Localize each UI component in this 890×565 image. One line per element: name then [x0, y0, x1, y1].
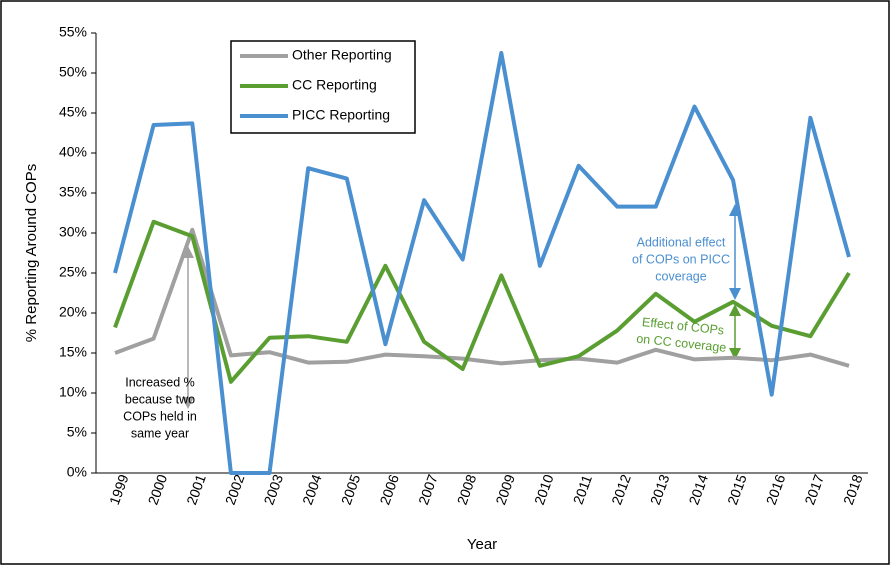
annotation-text: because two	[125, 392, 195, 406]
x-tick-label: 2001	[183, 472, 209, 507]
y-tick-label: 15%	[59, 344, 87, 360]
y-tick-label: 50%	[59, 64, 87, 80]
annotation: Additional effect of COPs on PICC coverage	[632, 235, 730, 283]
y-tick-label: 55%	[59, 24, 87, 40]
legend-label: CC Reporting	[292, 77, 377, 93]
x-axis-label: Year	[467, 536, 497, 553]
legend-label: Other Reporting	[292, 47, 392, 63]
y-tick-label: 0%	[67, 464, 87, 480]
annotation-text: Increased %	[125, 375, 194, 389]
legend-label: PICC Reporting	[292, 107, 390, 123]
x-tick-label: 2010	[531, 472, 557, 507]
annotation-text: same year	[131, 426, 189, 440]
y-axis-label: % Reporting Around COPs	[23, 164, 40, 342]
y-tick-label: 25%	[59, 264, 87, 280]
annotation-text: of COPs on PICC	[632, 252, 730, 266]
series-line	[113, 219, 851, 384]
x-tick-label: 2008	[454, 472, 480, 507]
y-tick-label: 20%	[59, 304, 87, 320]
x-tick-label: 2014	[685, 472, 711, 507]
series-line	[114, 227, 850, 368]
x-tick-label: 2011	[570, 472, 595, 506]
annotation-text: coverage	[655, 269, 706, 283]
annotation-text: COPs held in	[123, 409, 197, 423]
x-tick-label: 2007	[415, 472, 441, 507]
annotation: Increased % because two COPs held in same y…	[123, 375, 197, 440]
y-tick-label: 40%	[59, 144, 87, 160]
x-tick-label: 2018	[840, 472, 866, 507]
x-tick-label: 2015	[724, 472, 750, 507]
x-tick-label: 2000	[145, 472, 171, 507]
x-tick-label: 2012	[608, 472, 634, 507]
x-tick-label: 2013	[647, 472, 673, 507]
x-tick-label: 2003	[260, 472, 286, 507]
y-tick-label: 5%	[67, 424, 87, 440]
y-tick-label: 45%	[59, 104, 87, 120]
series-line	[113, 51, 851, 475]
x-tick-label: 2009	[492, 472, 518, 507]
annotation-text: Additional effect	[637, 235, 726, 249]
y-tick-label: 30%	[59, 224, 87, 240]
y-tick-label: 10%	[59, 384, 87, 400]
x-tick-label: 1999	[106, 472, 132, 507]
x-tick-label: 2017	[801, 472, 827, 507]
y-tick-label: 35%	[59, 184, 87, 200]
x-tick-label: 2002	[222, 472, 248, 507]
x-tick-label: 2016	[763, 472, 789, 507]
x-tick-label: 2006	[376, 472, 402, 507]
x-tick-label: 2004	[299, 472, 325, 507]
x-tick-label: 2005	[338, 472, 364, 507]
